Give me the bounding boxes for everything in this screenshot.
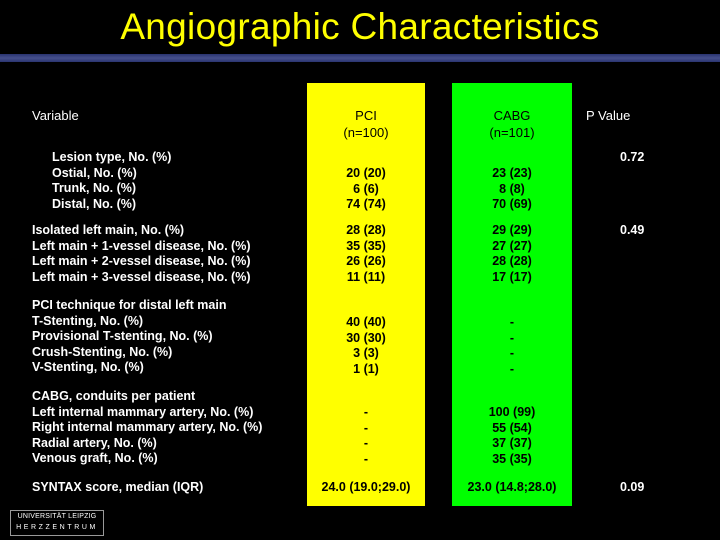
row-syntax-cabg: 23.0 (14.8;28.0) <box>467 480 557 494</box>
header-cabg: CABG <box>493 108 531 123</box>
row-syntax-p: 0.09 <box>620 480 645 494</box>
slide-title: Angiographic Characteristics <box>120 6 600 47</box>
row-lesion-type-pci: 20 (20) 6 (6) 74 (74) <box>346 166 386 211</box>
row-lesion-type-p: 0.72 <box>620 150 645 164</box>
row-left-main-cabg: 29 (29) 27 (27) 28 (28) 17 (17) <box>492 223 532 284</box>
header-cabg-n: (n=101) <box>489 125 535 140</box>
header-pci-n: (n=100) <box>343 125 389 140</box>
header-pci: PCI <box>355 108 377 123</box>
row-lesion-type-variable: Lesion type, No. (%) Ostial, No. (%) Tru… <box>52 150 172 211</box>
university-logo: UNIVERSITÄT LEIPZIG HERZZENTRUM <box>10 510 104 536</box>
row-left-main-pci: 28 (28) 35 (35) 26 (26) 11 (11) <box>346 223 386 284</box>
header-variable: Variable <box>32 108 79 123</box>
row-left-main-p: 0.49 <box>620 223 645 237</box>
logo-line-2: HERZZENTRUM <box>16 524 98 531</box>
pci-column-background <box>307 83 425 506</box>
logo-line-1: UNIVERSITÄT LEIPZIG <box>17 513 97 520</box>
row-syntax-pci: 24.0 (19.0;29.0) <box>321 480 411 494</box>
header-p-value: P Value <box>586 108 631 123</box>
cabg-column-background <box>452 83 572 506</box>
row-lesion-type-cabg: 23 (23) 8 (8) 70 (69) <box>492 166 532 211</box>
row-cabg-conduits-variable: CABG, conduits per patient Left internal… <box>32 389 263 465</box>
row-pci-technique-variable: PCI technique for distal left main T-Ste… <box>32 298 227 374</box>
row-cabg-conduits-pci: - - - - <box>363 405 369 466</box>
row-pci-technique-cabg: - - - - <box>509 315 515 376</box>
row-left-main-variable: Isolated left main, No. (%) Left main + … <box>32 223 251 284</box>
row-syntax-variable: SYNTAX score, median (IQR) <box>32 480 204 494</box>
title-divider <box>0 54 720 62</box>
row-pci-technique-pci: 40 (40) 30 (30) 3 (3) 1 (1) <box>346 315 386 376</box>
row-cabg-conduits-cabg: 100 (99) 55 (54) 37 (37) 35 (35) <box>488 405 536 466</box>
